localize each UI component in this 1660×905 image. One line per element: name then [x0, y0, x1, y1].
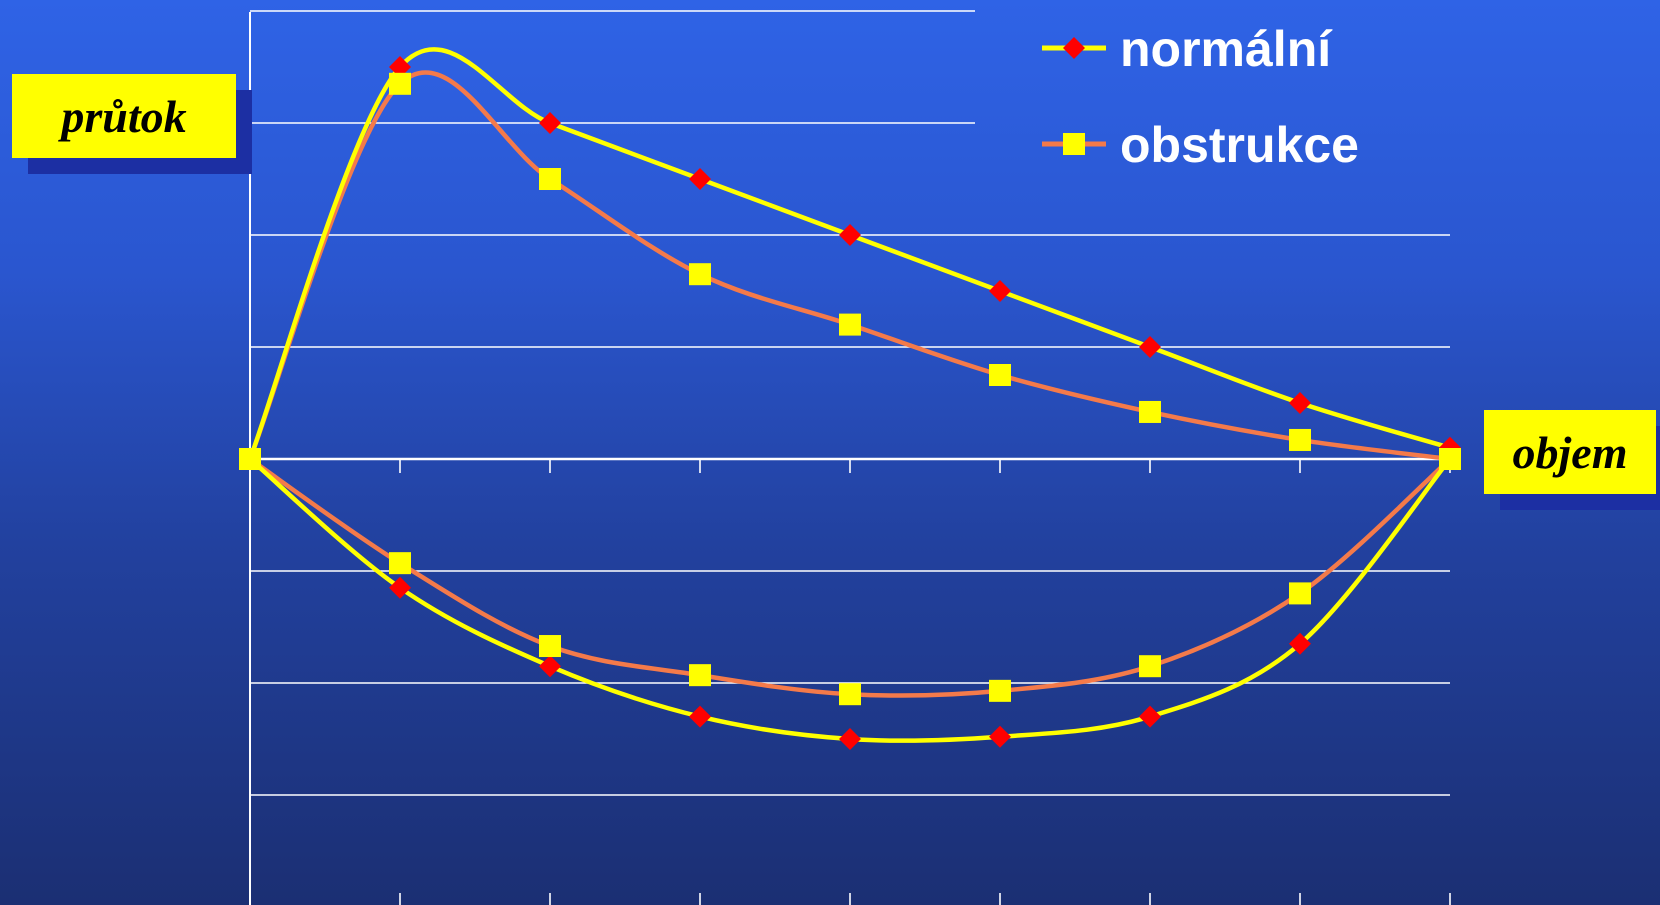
data-point: [689, 705, 711, 728]
data-point: [989, 725, 1011, 748]
data-point: [839, 728, 861, 750]
data-point: [989, 280, 1011, 302]
data-point: [1139, 336, 1161, 358]
data-point: [1289, 582, 1311, 605]
data-point: [1139, 655, 1161, 678]
data-point: [539, 112, 561, 134]
y-axis-label-text: průtok: [61, 90, 187, 142]
axes: [249, 12, 1451, 905]
data-point: [239, 448, 261, 470]
data-point: [989, 364, 1011, 386]
legend: [1042, 37, 1106, 155]
data-point: [1139, 705, 1161, 728]
data-point: [689, 664, 711, 687]
data-point: [689, 263, 711, 286]
data-point: [389, 72, 411, 95]
legend-label-obstrukce: obstrukce: [1120, 117, 1359, 173]
data-point: [1139, 400, 1161, 423]
data-point: [539, 655, 561, 678]
legend-marker: [1063, 133, 1085, 155]
data-point: [1289, 392, 1311, 414]
data-point: [539, 635, 561, 658]
data-point: [989, 679, 1011, 702]
x-axis-label-text: objem: [1512, 426, 1628, 478]
data-point: [389, 552, 411, 575]
series-markers: [239, 56, 1461, 750]
legend-label-normalni: normální: [1120, 21, 1332, 77]
data-point: [839, 683, 861, 706]
data-point: [389, 576, 411, 599]
legend-marker: [1063, 37, 1085, 59]
data-point: [389, 56, 411, 78]
data-point: [839, 313, 861, 336]
x-axis-label: objem: [1484, 410, 1656, 494]
data-point: [1289, 428, 1311, 451]
data-point: [1289, 632, 1311, 655]
data-point: [839, 224, 861, 246]
series-line: [247, 47, 1451, 460]
series-line: [248, 457, 1452, 698]
y-axis-label: průtok: [12, 74, 236, 158]
data-point: [1439, 448, 1461, 470]
data-point: [539, 168, 561, 190]
data-point: [689, 168, 711, 190]
